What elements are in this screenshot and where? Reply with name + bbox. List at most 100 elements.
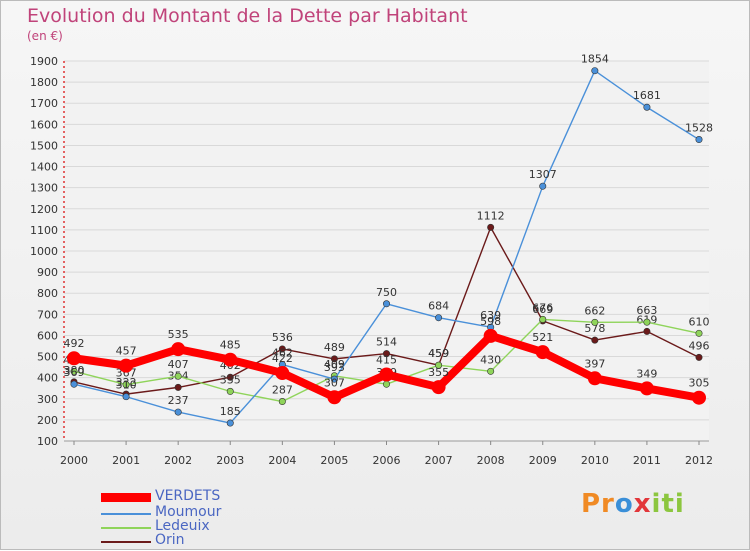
- data-label-ledeuix: 409: [324, 358, 345, 371]
- data-point-ledeuix: [591, 318, 599, 326]
- data-label-moumour: 1307: [529, 168, 557, 181]
- data-label-ledeuix: 287: [272, 384, 293, 397]
- x-tick-label: 2000: [60, 454, 88, 467]
- logo-part-4: iti: [651, 489, 685, 519]
- data-point-moumour: [70, 380, 78, 388]
- y-tick-label: 1800: [30, 76, 58, 89]
- data-label-moumour: 237: [168, 394, 189, 407]
- data-label-ledeuix: 662: [584, 304, 605, 317]
- data-point-orin: [591, 336, 599, 344]
- chart-title: Evolution du Montant de la Dette par Hab…: [27, 5, 468, 27]
- data-point-verdets: [275, 366, 290, 381]
- legend-label-ledeuix: Ledeuix: [155, 518, 210, 534]
- data-point-moumour: [226, 419, 234, 427]
- x-tick-label: 2001: [112, 454, 140, 467]
- y-tick-label: 1600: [30, 118, 58, 131]
- data-label-moumour: 750: [376, 286, 397, 299]
- data-label-ledeuix: 407: [168, 358, 189, 371]
- data-point-ledeuix: [122, 381, 130, 389]
- x-tick-label: 2004: [268, 454, 296, 467]
- data-label-moumour: 1528: [685, 122, 713, 135]
- y-tick-label: 300: [37, 393, 58, 406]
- data-label-moumour: 1854: [581, 53, 609, 66]
- data-point-verdets: [639, 381, 654, 396]
- data-label-orin: 536: [272, 331, 293, 344]
- data-point-moumour: [330, 375, 338, 383]
- data-label-verdets: 535: [168, 328, 189, 341]
- data-label-orin: 514: [376, 336, 397, 349]
- data-point-orin: [330, 355, 338, 363]
- data-label-moumour: 462: [272, 347, 293, 360]
- data-point-moumour: [435, 314, 443, 322]
- legend-label-moumour: Moumour: [155, 504, 222, 520]
- x-tick-label: 2009: [529, 454, 557, 467]
- data-point-verdets: [483, 328, 498, 343]
- data-label-moumour: 185: [220, 405, 241, 418]
- data-point-orin: [226, 373, 234, 381]
- data-label-orin: 1112: [477, 209, 505, 222]
- y-tick-label: 1200: [30, 203, 58, 216]
- data-point-ledeuix: [435, 361, 443, 369]
- data-point-moumour: [122, 393, 130, 401]
- y-tick-label: 500: [37, 351, 58, 364]
- data-label-verdets: 355: [428, 366, 449, 379]
- data-point-ledeuix: [278, 398, 286, 406]
- data-point-moumour: [695, 136, 703, 144]
- data-label-verdets: 457: [116, 345, 137, 358]
- data-label-verdets: 422: [272, 352, 293, 365]
- logo-part-1: Pr: [581, 489, 615, 519]
- legend-swatch-verdets: [101, 493, 151, 502]
- x-tick-label: 2010: [581, 454, 609, 467]
- x-tick-label: 2003: [216, 454, 244, 467]
- x-tick-label: 2005: [320, 454, 348, 467]
- data-label-orin: 578: [584, 322, 605, 335]
- data-label-verdets: 485: [220, 339, 241, 352]
- data-label-moumour: 1681: [633, 89, 661, 102]
- proxiti-logo: Proxiti: [581, 489, 685, 519]
- data-label-verdets: 397: [584, 357, 605, 370]
- data-label-orin: 496: [689, 339, 710, 352]
- x-tick-label: 2008: [477, 454, 505, 467]
- data-point-orin: [643, 327, 651, 335]
- data-label-ledeuix: 459: [428, 347, 449, 360]
- data-label-verdets: 349: [636, 367, 657, 380]
- y-tick-label: 1100: [30, 224, 58, 237]
- data-point-ledeuix: [695, 329, 703, 337]
- data-point-verdets: [587, 371, 602, 386]
- legend-label-verdets: VERDETS: [155, 488, 221, 504]
- legend-swatch-ledeuix: [101, 527, 151, 529]
- data-point-verdets: [327, 390, 342, 405]
- data-point-ledeuix: [539, 315, 547, 323]
- chart-unit: (en €): [27, 29, 63, 43]
- data-point-ledeuix: [487, 367, 495, 375]
- x-tick-label: 2006: [373, 454, 401, 467]
- y-tick-label: 1900: [30, 55, 58, 68]
- y-tick-label: 200: [37, 414, 58, 427]
- legend-swatch-moumour: [101, 513, 151, 515]
- y-tick-label: 600: [37, 329, 58, 342]
- data-point-ledeuix: [70, 367, 78, 375]
- y-tick-label: 800: [37, 287, 58, 300]
- data-point-verdets: [171, 342, 186, 357]
- data-label-verdets: 307: [324, 376, 345, 389]
- data-point-orin: [382, 350, 390, 358]
- data-point-orin: [487, 223, 495, 231]
- data-point-orin: [174, 383, 182, 391]
- y-tick-label: 1300: [30, 182, 58, 195]
- data-point-moumour: [174, 408, 182, 416]
- data-point-verdets: [431, 380, 446, 395]
- data-label-ledeuix: 610: [689, 315, 710, 328]
- data-label-ledeuix: 335: [220, 373, 241, 386]
- data-label-verdets: 492: [64, 337, 85, 350]
- data-point-verdets: [535, 345, 550, 360]
- y-tick-label: 1000: [30, 245, 58, 258]
- data-label-orin: 489: [324, 341, 345, 354]
- data-label-moumour: 369: [64, 366, 85, 379]
- data-point-verdets: [67, 351, 81, 366]
- legend-label-orin: Orin: [155, 532, 185, 548]
- data-label-verdets: 305: [689, 377, 710, 390]
- data-point-moumour: [643, 103, 651, 111]
- data-point-moumour: [382, 300, 390, 308]
